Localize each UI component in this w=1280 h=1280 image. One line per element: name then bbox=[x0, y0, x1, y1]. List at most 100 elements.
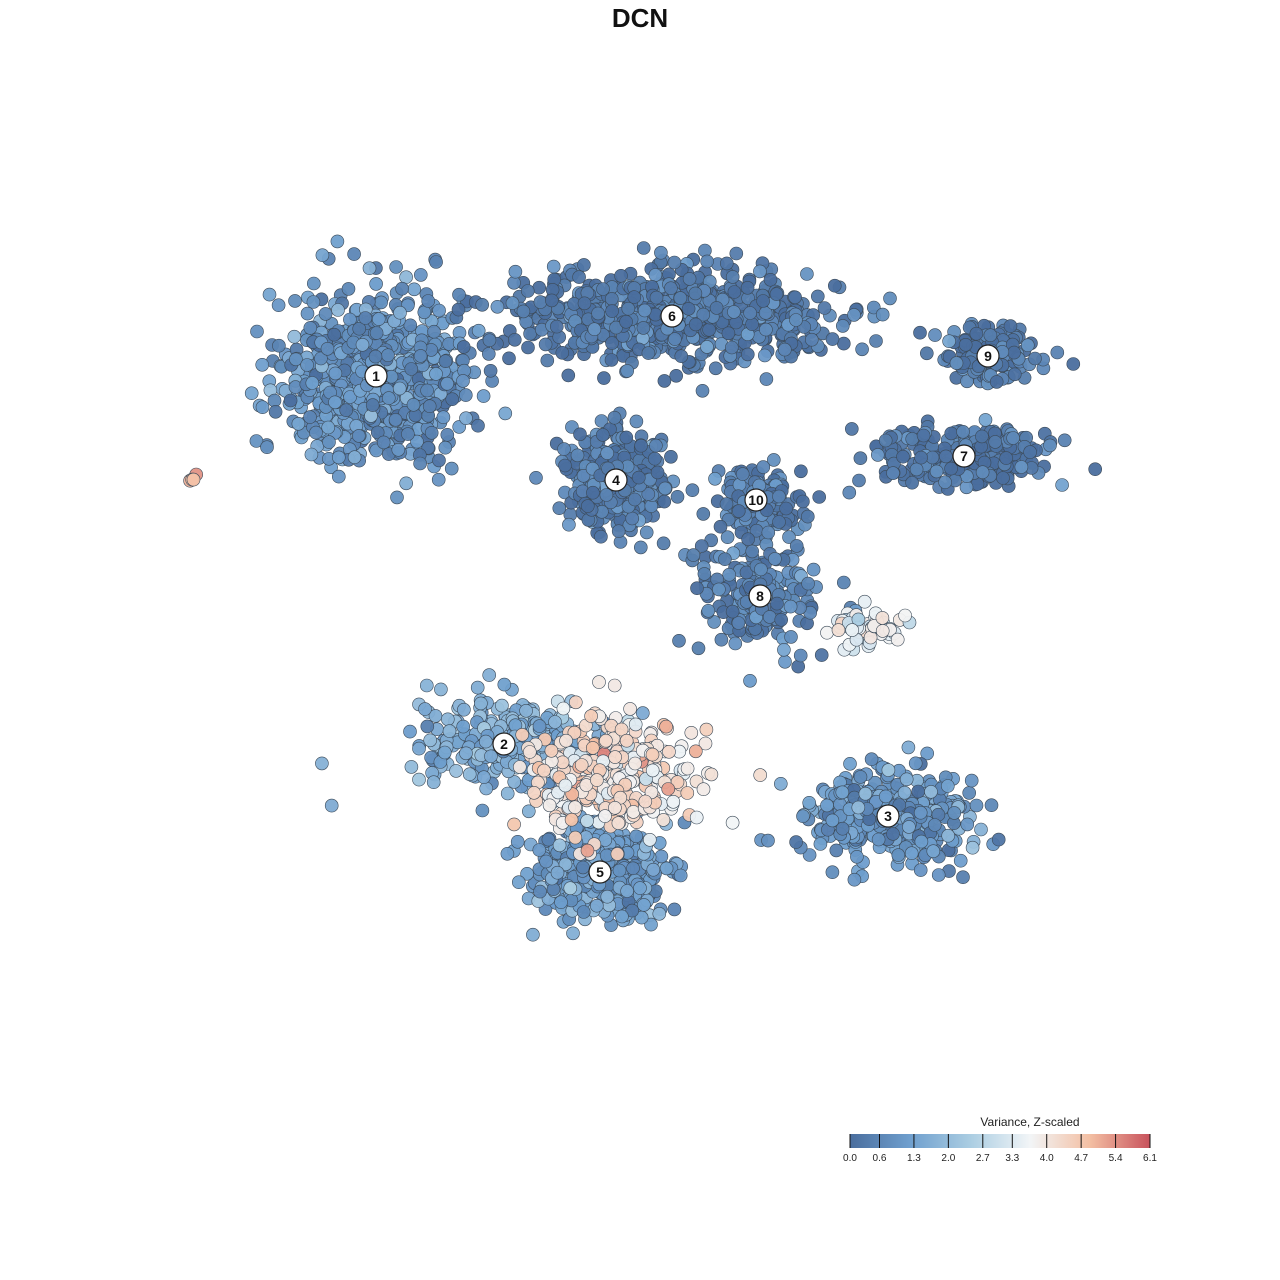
cell-point-cluster-4 bbox=[625, 511, 640, 526]
cluster-label-text: 7 bbox=[960, 448, 968, 464]
cluster-label-text: 8 bbox=[756, 588, 764, 604]
cell-point-cluster-1 bbox=[471, 418, 485, 433]
cell-point-cluster-2 bbox=[404, 760, 419, 774]
cell-point-cluster-1 bbox=[381, 348, 395, 363]
cell-point-high-2 bbox=[857, 594, 872, 609]
cell-point-cluster-2 bbox=[635, 706, 650, 720]
cell-point-cluster-1 bbox=[424, 425, 439, 440]
cell-point-high-1 bbox=[527, 785, 541, 800]
cell-point-cluster-6 bbox=[725, 270, 740, 284]
cell-point-cluster-5 bbox=[652, 906, 667, 921]
cell-point-cluster-1 bbox=[347, 247, 361, 261]
cell-point-cluster-6 bbox=[621, 301, 636, 316]
cell-point-cluster-1 bbox=[328, 366, 343, 381]
cell-point-cluster-6 bbox=[637, 303, 652, 318]
cell-point-cluster-2 bbox=[434, 682, 448, 697]
cell-point-cluster-3 bbox=[796, 809, 810, 824]
cell-point-cluster-9 bbox=[1066, 357, 1081, 371]
cell-point-high-1 bbox=[684, 725, 699, 740]
cell-point-cluster-2 bbox=[497, 677, 512, 692]
cell-point-cluster-10 bbox=[713, 519, 728, 534]
cell-point-cluster-7 bbox=[1088, 462, 1102, 477]
cell-point-cluster-2 bbox=[495, 698, 509, 713]
cell-point-cluster-1 bbox=[381, 391, 396, 405]
cell-point-cluster-6 bbox=[847, 308, 861, 322]
cell-point-cluster-6 bbox=[490, 299, 505, 314]
cell-point-cluster-7 bbox=[1043, 438, 1057, 453]
cell-point-cluster-3 bbox=[941, 828, 956, 843]
cell-point-cluster-6 bbox=[724, 340, 739, 355]
cell-point-cluster-2 bbox=[437, 745, 452, 760]
cell-point-cluster-6 bbox=[757, 348, 772, 363]
cell-point-cluster-2 bbox=[519, 703, 533, 718]
cell-point-cluster-5 bbox=[659, 861, 674, 876]
cell-point-high-1 bbox=[512, 760, 527, 774]
cell-point-cluster-1 bbox=[432, 303, 446, 318]
cell-point-cluster-8 bbox=[722, 567, 737, 582]
cell-point-cluster-6 bbox=[745, 317, 759, 332]
cell-point-cluster-6 bbox=[869, 334, 883, 348]
cell-point-cluster-3 bbox=[960, 817, 975, 832]
cell-point-cluster-5 bbox=[539, 854, 553, 869]
cell-point-cluster-6 bbox=[475, 297, 490, 312]
cell-point-cluster-6 bbox=[855, 342, 869, 357]
cell-point-cluster-1 bbox=[403, 318, 418, 333]
cell-point-cluster-3 bbox=[773, 776, 788, 791]
cell-point-cluster-3 bbox=[913, 805, 928, 820]
cell-point-cluster-8 bbox=[791, 659, 806, 674]
cell-point-cluster-3 bbox=[761, 833, 775, 848]
cell-point-cluster-1 bbox=[399, 270, 413, 285]
cell-point-cluster-6 bbox=[729, 246, 744, 261]
cell-point-cluster-4 bbox=[670, 489, 685, 504]
cell-point-cluster-2 bbox=[459, 746, 473, 761]
cell-point-cluster-1 bbox=[436, 410, 451, 425]
cell-point-cluster-6 bbox=[482, 333, 497, 348]
cell-point-cluster-1 bbox=[351, 429, 366, 443]
cell-point-high-1 bbox=[568, 800, 582, 815]
cell-point-cluster-6 bbox=[743, 306, 757, 320]
cell-point-cluster-8 bbox=[784, 630, 798, 644]
cell-point-cluster-6 bbox=[544, 293, 559, 308]
cell-point-cluster-4 bbox=[656, 536, 671, 551]
cell-point-cluster-1 bbox=[318, 307, 333, 321]
cell-point-cluster-1 bbox=[445, 392, 460, 407]
cell-point-cluster-1 bbox=[304, 447, 319, 462]
cell-point-high-1 bbox=[626, 805, 641, 819]
cell-point-cluster-2 bbox=[423, 733, 438, 748]
cell-point-cluster-4 bbox=[685, 483, 700, 498]
cell-point-cluster-1 bbox=[413, 456, 427, 471]
cell-point-cluster-10 bbox=[696, 507, 711, 521]
cell-point-cluster-6 bbox=[538, 337, 553, 352]
cell-point-cluster-2 bbox=[470, 680, 485, 695]
cell-point-cluster-3 bbox=[931, 868, 946, 882]
cell-point-cluster-4 bbox=[650, 465, 665, 480]
cell-point-cluster-5 bbox=[626, 861, 640, 876]
cell-point-high-1 bbox=[556, 701, 571, 716]
cell-point-cluster-2 bbox=[315, 756, 329, 771]
cell-point-cluster-10 bbox=[741, 532, 755, 547]
cell-point-cluster-3 bbox=[924, 784, 938, 799]
cell-point-cluster-5 bbox=[615, 909, 629, 924]
cell-point-cluster-9 bbox=[1007, 345, 1021, 360]
cell-point-cluster-9 bbox=[1007, 367, 1022, 382]
cell-point-cluster-5 bbox=[600, 889, 615, 904]
cell-point-cluster-10 bbox=[794, 464, 808, 479]
legend-tick-label: 2.7 bbox=[976, 1153, 990, 1164]
cell-point-cluster-10 bbox=[735, 467, 750, 481]
cell-point-cluster-1 bbox=[314, 351, 328, 366]
cell-point-cluster-9 bbox=[989, 375, 1004, 389]
cell-point-cluster-5 bbox=[576, 905, 591, 919]
cell-point-cluster-6 bbox=[636, 321, 651, 335]
cell-point-cluster-2 bbox=[474, 696, 488, 711]
cell-point-cluster-7 bbox=[852, 473, 866, 488]
cell-point-cluster-8 bbox=[762, 610, 777, 624]
cell-point-cluster-5 bbox=[654, 849, 669, 864]
cell-point-cluster-6 bbox=[587, 322, 602, 337]
cell-point-high-1 bbox=[585, 741, 600, 755]
cell-point-cluster-1 bbox=[420, 383, 434, 398]
cell-point-cluster-5 bbox=[629, 829, 644, 844]
cell-point-cluster-7 bbox=[914, 450, 928, 465]
cell-point-high-1 bbox=[568, 695, 583, 710]
cell-point-cluster-4 bbox=[558, 458, 572, 473]
cell-point-cluster-6 bbox=[523, 326, 537, 341]
